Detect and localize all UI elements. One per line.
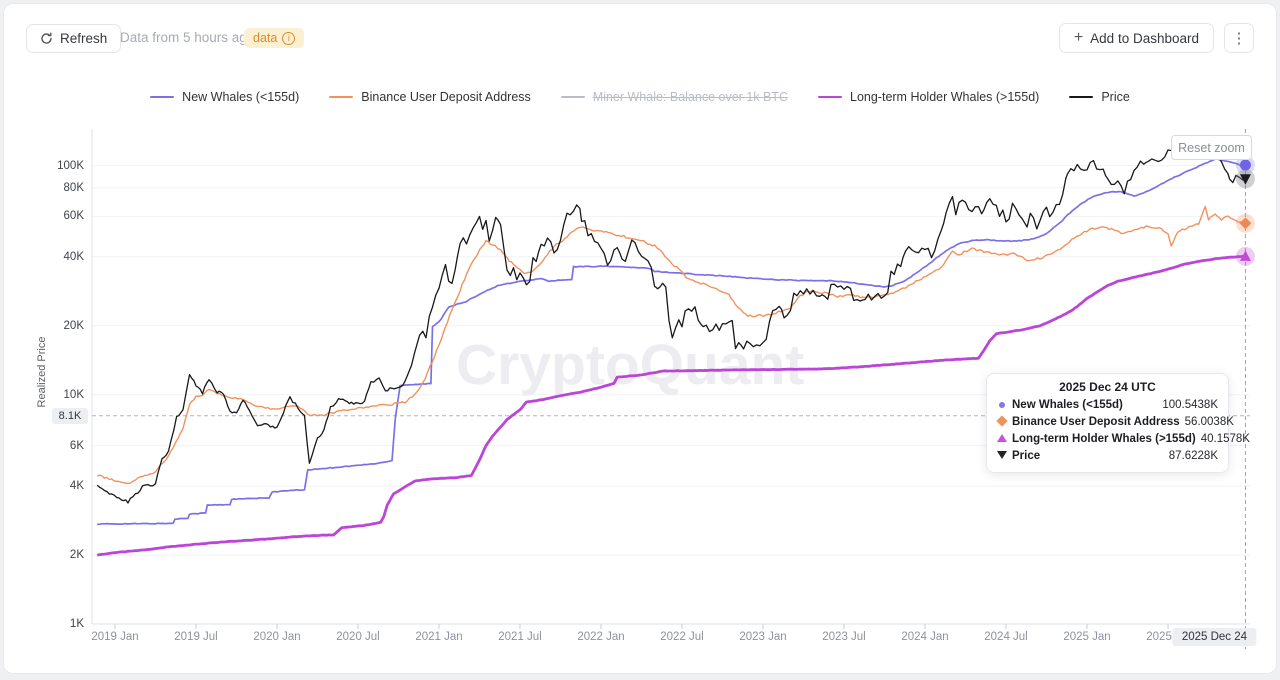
- chart-tooltip: 2025 Dec 24 UTC New Whales (<155d) 100.54…: [986, 373, 1250, 473]
- legend-label: Miner Whale: Balance over 1k BTC: [592, 90, 788, 104]
- legend-swatch: [1069, 96, 1094, 98]
- x-axis-tick-label: 2022 Jul: [660, 631, 704, 643]
- plus-icon: +: [1073, 29, 1084, 46]
- series-line-4: [96, 142, 1246, 504]
- legend-item[interactable]: Miner Whale: Balance over 1k BTC: [560, 90, 788, 104]
- refresh-icon: [40, 32, 53, 45]
- legend-label: Long-term Holder Whales (>155d): [850, 90, 1040, 104]
- y-axis-tick-label: 1K: [69, 618, 84, 630]
- tooltip-series-label: Binance User Deposit Address: [1012, 416, 1180, 428]
- legend-swatch: [329, 96, 354, 98]
- legend-swatch: [150, 96, 175, 98]
- tooltip-row: Long-term Holder Whales (>155d) 40.1578K: [997, 431, 1250, 448]
- tooltip-rows: New Whales (<155d) 100.5438K Binance User …: [996, 397, 1250, 465]
- x-axis-tick-label: 2024 Jul: [984, 631, 1028, 643]
- series-line-2: [97, 205, 1246, 484]
- x-axis-tick-label: 2023 Jan: [739, 631, 787, 643]
- x-axis-tick-label: 2024 Jan: [901, 631, 949, 643]
- more-options-button[interactable]: ⋮: [1224, 23, 1254, 53]
- legend-label: New Whales (<155d): [182, 90, 300, 104]
- x-axis-tick-label: 2020 Jan: [253, 631, 301, 643]
- data-badge[interactable]: data i: [244, 28, 305, 48]
- tooltip-series-label: New Whales (<155d): [1012, 399, 1123, 411]
- kebab-icon: ⋮: [1231, 30, 1247, 47]
- data-badge-label: data: [253, 31, 278, 45]
- legend-item[interactable]: Long-term Holder Whales (>155d): [818, 90, 1039, 104]
- tooltip-date: 2025 Dec 24 UTC: [1059, 380, 1156, 394]
- y-axis-tick-label: 60K: [63, 210, 84, 223]
- x-axis-tick-label: 2020 Jul: [336, 631, 380, 643]
- tooltip-marker-dot-icon: [999, 402, 1005, 408]
- reset-zoom-button[interactable]: Reset zoom: [1171, 135, 1252, 160]
- tooltip-series-value: 100.5438K: [1162, 399, 1218, 411]
- add-to-dashboard-button[interactable]: + Add to Dashboard: [1058, 23, 1214, 53]
- tooltip-series-label: Long-term Holder Whales (>155d): [1012, 433, 1196, 445]
- cryptoquant-chart-card: Refresh Data from 5 hours ago data i + A…: [3, 3, 1277, 674]
- x-axis-tick-label: 2022 Jan: [577, 631, 625, 643]
- tooltip-series-value: 40.1578K: [1200, 433, 1250, 445]
- x-axis-tick-label: 2025 Jan: [1063, 631, 1111, 643]
- legend-label: Price: [1101, 90, 1130, 104]
- tooltip-series-value: 87.6228K: [1168, 450, 1218, 462]
- tooltip-marker-tri-down-icon: [997, 451, 1007, 459]
- refresh-label: Refresh: [60, 31, 108, 46]
- data-freshness-text: Data from 5 hours ago: [120, 30, 255, 45]
- tooltip-row: Price 87.6228K: [997, 448, 1218, 465]
- y-axis-tick-label: 10K: [63, 388, 84, 401]
- x-axis-tick-label: 2021 Jul: [498, 631, 542, 643]
- y-axis-tick-label: 80K: [63, 181, 84, 194]
- legend-item[interactable]: Binance User Deposit Address: [329, 90, 531, 104]
- legend: New Whales (<155d) Binance User Deposit A…: [4, 90, 1276, 104]
- crosshair-y-label: 8.1K: [52, 407, 88, 424]
- chart-plot-area[interactable]: CryptoQuant Realized Price 1K 2K 4K 6K 10K 20…: [4, 4, 1276, 673]
- x-axis-tick-label: 2021 Jan: [415, 631, 463, 643]
- y-axis-tick-label: 20K: [63, 319, 84, 332]
- y-axis-tick-label: 6K: [69, 439, 84, 452]
- y-axis-tick-label: 2K: [69, 549, 84, 561]
- tooltip-row: Binance User Deposit Address 56.0038K: [996, 414, 1234, 431]
- x-axis-tick-label: 2019 Jan: [91, 631, 139, 643]
- y-axis-tick-label: 4K: [69, 480, 84, 492]
- x-axis-tick-label: 2023 Jul: [822, 631, 866, 643]
- tooltip-marker-diamond-icon: [996, 415, 1008, 427]
- y-axis-tick-label: 100K: [57, 159, 84, 172]
- x-axis-tick-label: 2019 Jul: [174, 631, 218, 643]
- legend-label: Binance User Deposit Address: [361, 90, 531, 104]
- legend-item[interactable]: New Whales (<155d): [150, 90, 299, 104]
- tooltip-series-label: Price: [1012, 450, 1041, 462]
- refresh-button[interactable]: Refresh: [26, 24, 122, 53]
- series-line-1: [97, 158, 1246, 526]
- tooltip-marker-tri-up-icon: [997, 434, 1007, 442]
- tooltip-row: New Whales (<155d) 100.5438K: [997, 397, 1218, 414]
- toolbar: Refresh Data from 5 hours ago data i + A…: [4, 4, 1276, 68]
- crosshair-x-label: 2025 Dec 24: [1172, 628, 1257, 646]
- add-to-dashboard-label: Add to Dashboard: [1090, 30, 1199, 46]
- info-icon[interactable]: i: [282, 31, 296, 45]
- legend-swatch: [818, 96, 842, 98]
- legend-swatch: [560, 96, 585, 98]
- y-axis-tick-label: 40K: [63, 250, 84, 263]
- tooltip-series-value: 56.0038K: [1184, 416, 1234, 428]
- series-line-3: [96, 254, 1246, 557]
- legend-item[interactable]: Price: [1069, 90, 1130, 104]
